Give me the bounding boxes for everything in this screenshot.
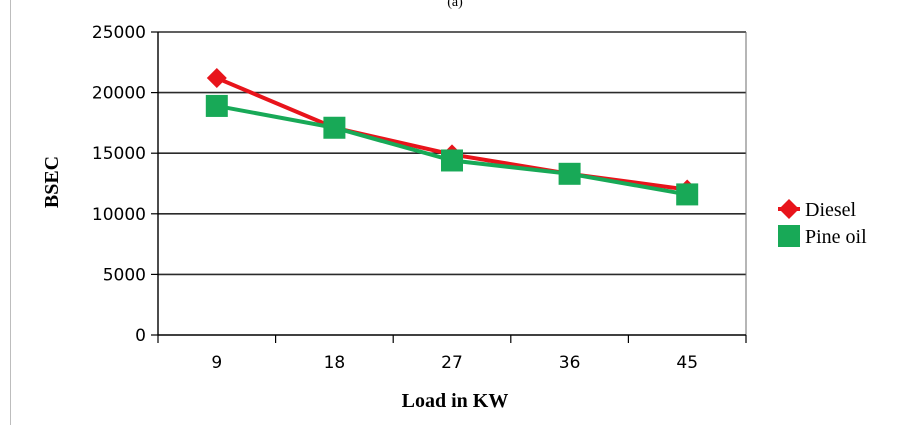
data-point-pine-oil-9 bbox=[205, 94, 228, 117]
y-tick-label-10000: 10000 bbox=[92, 205, 146, 225]
axes bbox=[151, 31, 747, 343]
x-axis-title: Load in KW bbox=[402, 390, 509, 412]
data-point-pine-oil-18 bbox=[323, 116, 346, 139]
y-tick-label-20000: 20000 bbox=[92, 84, 146, 104]
y-tick-label-25000: 25000 bbox=[92, 23, 146, 43]
figure-caption: (a) bbox=[447, 0, 463, 10]
x-tick-label-9: 9 bbox=[211, 353, 222, 373]
x-tick-label-27: 27 bbox=[441, 353, 463, 373]
gridlines bbox=[158, 31, 746, 276]
legend-marker-diesel bbox=[779, 199, 799, 219]
x-tick-label-18: 18 bbox=[324, 353, 346, 373]
data-point-diesel-9 bbox=[206, 68, 227, 89]
y-tick-label-0: 0 bbox=[135, 326, 146, 346]
data-point-pine-oil-45 bbox=[676, 183, 699, 206]
x-tick-label-36: 36 bbox=[559, 353, 581, 373]
series-lines bbox=[205, 68, 699, 206]
legend-label-pine-oil: Pine oil bbox=[805, 226, 867, 248]
legend: Diesel Pine oil bbox=[778, 199, 867, 248]
legend-label-diesel: Diesel bbox=[805, 199, 857, 221]
page-left-border bbox=[10, 0, 11, 425]
data-point-pine-oil-27 bbox=[441, 149, 463, 172]
x-tick-labels: 9 18 27 36 45 bbox=[211, 353, 698, 373]
series-line-diesel bbox=[216, 76, 688, 192]
y-tick-label-15000: 15000 bbox=[92, 144, 146, 164]
x-tick-label-45: 45 bbox=[676, 353, 698, 373]
data-point-pine-oil-36 bbox=[558, 162, 581, 185]
y-tick-labels: 0 5000 10000 15000 20000 25000 bbox=[92, 23, 146, 346]
y-axis-title: BSEC bbox=[41, 156, 63, 208]
legend-marker-pine-oil bbox=[778, 225, 800, 247]
y-tick-label-5000: 5000 bbox=[103, 265, 146, 285]
